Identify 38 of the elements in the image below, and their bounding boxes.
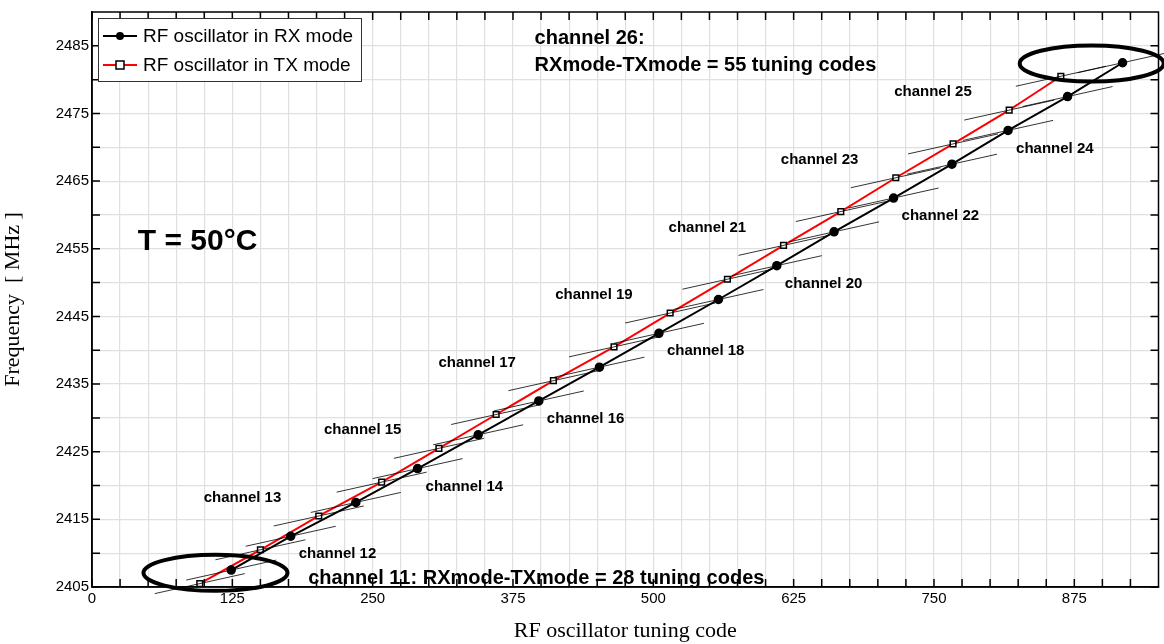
annotation: channel 19 bbox=[555, 285, 633, 303]
annotation: channel 24 bbox=[1016, 138, 1095, 156]
legend-label: RF oscillator in RX mode bbox=[143, 24, 354, 47]
annotation: channel 25 bbox=[894, 82, 972, 100]
x-tick-label: 375 bbox=[500, 589, 526, 607]
x-tick-label: 500 bbox=[640, 589, 666, 607]
annotation: channel 14 bbox=[425, 476, 504, 494]
annotation: channel 23 bbox=[780, 149, 859, 167]
annotation: channel 18 bbox=[666, 341, 745, 359]
y-tick-label: 2425 bbox=[55, 441, 89, 459]
annotation: channel 13 bbox=[203, 488, 282, 506]
annotation: channel 21 bbox=[668, 217, 747, 235]
x-tick-label: 875 bbox=[1061, 589, 1087, 607]
y-tick-label: 2465 bbox=[55, 171, 89, 189]
annotation: T = 50°C bbox=[137, 223, 258, 257]
y-tick-label: 2435 bbox=[55, 374, 89, 392]
y-tick-label: 2405 bbox=[55, 577, 89, 595]
annotation: channel 12 bbox=[298, 544, 377, 562]
annotation: channel 16 bbox=[546, 409, 625, 427]
y-tick-label: 2485 bbox=[55, 35, 89, 53]
x-tick-label: 625 bbox=[781, 589, 807, 607]
y-tick-label: 2415 bbox=[55, 509, 89, 527]
annotation: channel 20 bbox=[784, 273, 863, 291]
annotation: channel 22 bbox=[901, 206, 980, 224]
x-tick-label: 750 bbox=[921, 589, 947, 607]
x-tick-label: 250 bbox=[360, 589, 386, 607]
x-axis-title: RF oscillator tuning code bbox=[513, 616, 737, 642]
annotation: channel 15 bbox=[323, 420, 402, 438]
legend-label: RF oscillator in TX mode bbox=[143, 53, 351, 76]
y-tick-label: 2445 bbox=[55, 306, 89, 324]
annotation: channel 17 bbox=[438, 352, 516, 370]
y-tick-label: 2455 bbox=[55, 238, 89, 256]
x-tick-label: 0 bbox=[87, 589, 97, 607]
annotation: channel 11: RXmode-TXmode = 28 tuning codes bbox=[308, 566, 765, 589]
annotation: channel 26: RXmode-TXmode = 55 tuning codes bbox=[534, 26, 877, 76]
y-axis-title: Frequency [ MHz ] bbox=[0, 212, 24, 387]
y-tick-label: 2475 bbox=[55, 103, 89, 121]
x-tick-label: 125 bbox=[219, 589, 245, 607]
